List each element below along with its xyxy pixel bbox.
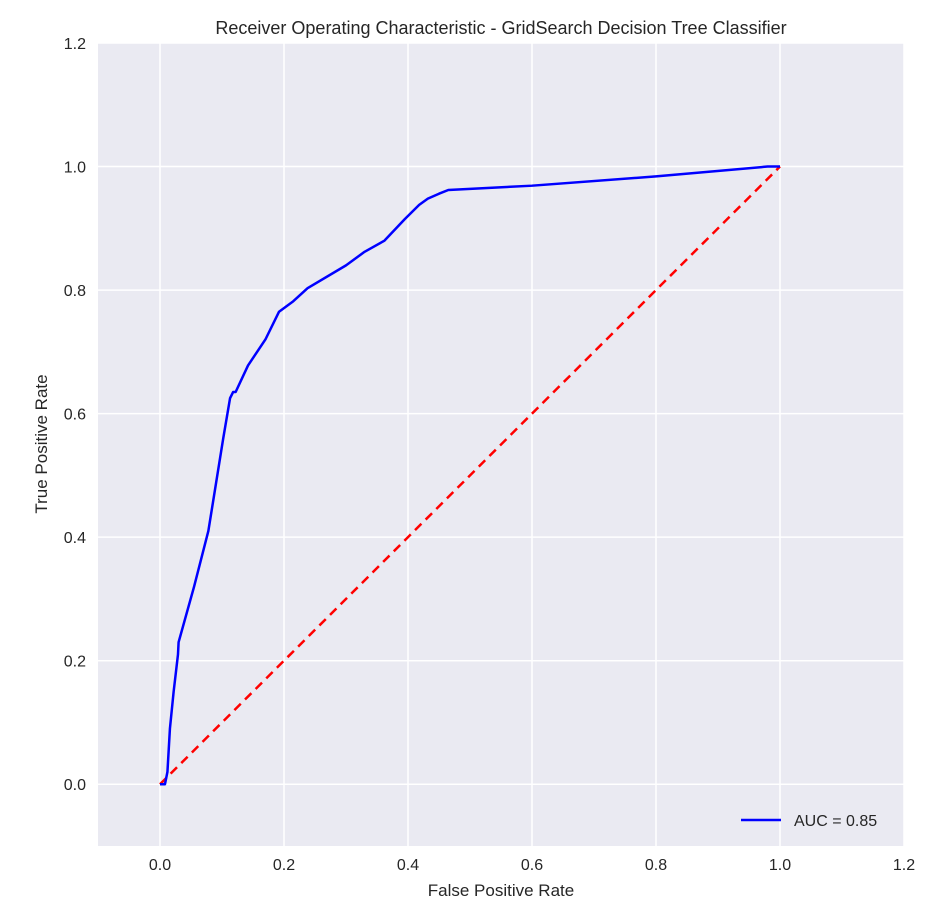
- y-tick-label: 1.0: [64, 160, 86, 177]
- legend: AUC = 0.85: [741, 813, 877, 830]
- roc-curve-line: [160, 165, 780, 786]
- y-tick-label: 0.2: [64, 654, 86, 671]
- y-tick-labels: 0.0 0.2 0.4 0.6 0.8 1.0 1.2: [64, 36, 86, 794]
- x-tick-label: 0.8: [645, 857, 667, 874]
- x-tick-labels: 0.0 0.2 0.4 0.6 0.8 1.0 1.2: [149, 857, 915, 874]
- x-tick-label: 0.6: [521, 857, 543, 874]
- chart-title: Receiver Operating Characteristic - Grid…: [215, 18, 786, 38]
- y-tick-label: 0.8: [64, 283, 86, 300]
- y-tick-label: 0.4: [64, 530, 86, 547]
- x-tick-label: 0.2: [273, 857, 295, 874]
- y-tick-label: 1.2: [64, 36, 86, 53]
- x-tick-label: 1.0: [769, 857, 791, 874]
- y-tick-label: 0.6: [64, 407, 86, 424]
- x-tick-label: 1.2: [893, 857, 915, 874]
- y-tick-label: 0.0: [64, 777, 86, 794]
- y-axis-label: True Positive Rate: [32, 374, 51, 513]
- x-tick-label: 0.0: [149, 857, 171, 874]
- legend-label-roc: AUC = 0.85: [794, 813, 877, 830]
- reference-diagonal-line: [159, 165, 781, 786]
- x-tick-label: 0.4: [397, 857, 419, 874]
- grid-lines: [98, 42, 905, 846]
- x-axis-label: False Positive Rate: [428, 881, 574, 900]
